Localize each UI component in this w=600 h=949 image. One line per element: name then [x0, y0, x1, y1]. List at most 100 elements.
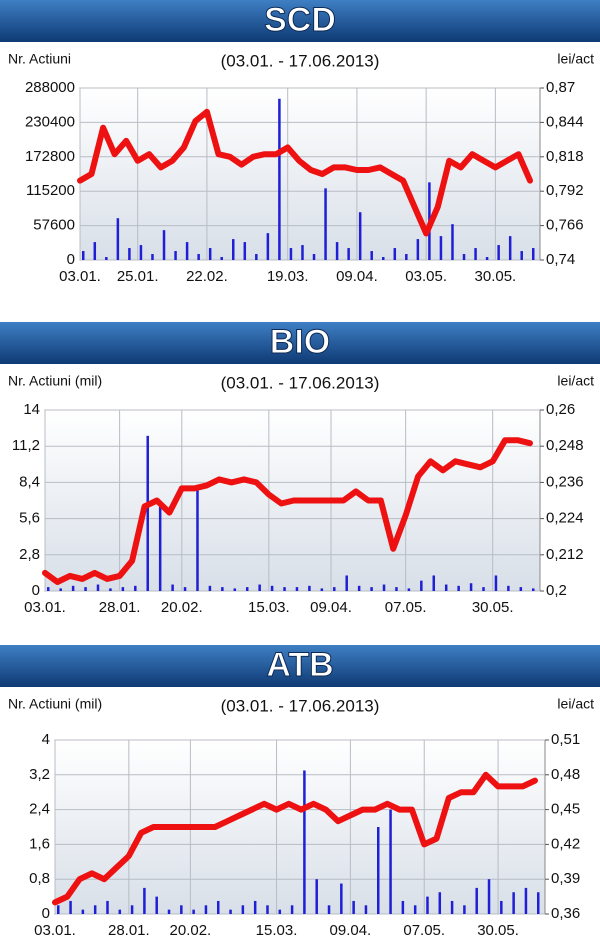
- y2-tick-label: 0,844: [546, 113, 584, 130]
- volume-bar: [96, 584, 100, 591]
- volume-bar: [507, 585, 510, 591]
- volume-bar: [432, 575, 436, 591]
- volume-bar: [532, 248, 535, 260]
- volume-bar: [71, 585, 75, 591]
- volume-bar: [47, 587, 50, 591]
- header-bar: [0, 645, 600, 687]
- volume-bar: [451, 224, 454, 260]
- volume-bar: [196, 487, 199, 591]
- volume-bar: [312, 254, 316, 260]
- volume-bar: [266, 233, 270, 260]
- volume-bar: [340, 883, 343, 914]
- volume-bar: [364, 905, 368, 914]
- volume-bar: [494, 575, 498, 591]
- volume-bar: [524, 887, 528, 914]
- volume-bar: [512, 892, 515, 914]
- volume-bar: [462, 254, 466, 260]
- volume-bar: [482, 587, 485, 591]
- price-line: [42, 437, 533, 585]
- y-tick-label: 3,2: [29, 766, 50, 783]
- volume-bar: [450, 900, 454, 914]
- volume-bar: [324, 188, 327, 260]
- volume-bar: [357, 585, 361, 591]
- volume-bar: [192, 909, 195, 914]
- volume-bar: [59, 588, 62, 591]
- volume-bar: [439, 236, 443, 260]
- y2-tick-label: 0,74: [546, 251, 575, 268]
- x-tick-label: 09.04.: [336, 268, 378, 285]
- volume-bar: [426, 896, 429, 914]
- y2-tick-label: 0,212: [546, 546, 584, 563]
- volume-bar: [69, 900, 72, 914]
- y2-tick-label: 0,39: [551, 870, 580, 887]
- y2-tick-label: 0,51: [551, 731, 580, 748]
- y2-tick-label: 0,45: [551, 801, 580, 818]
- x-tick-label: 09.04.: [310, 599, 352, 616]
- y-tick-label: 2,4: [29, 801, 50, 818]
- y2-axis-label: lei/act: [557, 51, 594, 67]
- x-tick-label: 07.05.: [385, 599, 427, 616]
- volume-bar: [382, 257, 385, 260]
- x-tick-label: 20.02.: [161, 599, 203, 616]
- y2-tick-label: 0,36: [551, 905, 580, 922]
- x-tick-label: 30.05.: [477, 922, 519, 939]
- chart-title: BIO: [270, 323, 330, 361]
- y-tick-label: 288000: [25, 79, 75, 96]
- volume-bar: [405, 254, 408, 260]
- volume-bar: [134, 585, 137, 591]
- volume-bar: [255, 254, 258, 260]
- y-tick-label: 0: [42, 905, 50, 922]
- volume-bar: [180, 905, 183, 914]
- volume-bar: [438, 892, 442, 914]
- y2-tick-label: 0,26: [546, 401, 575, 418]
- volume-bar: [290, 905, 294, 914]
- volume-bar: [121, 587, 125, 591]
- volume-bar: [57, 905, 60, 914]
- x-tick-label: 15.03.: [256, 922, 298, 939]
- x-tick-label: 30.05.: [472, 599, 514, 616]
- volume-bar: [243, 242, 247, 260]
- volume-bar: [407, 588, 411, 591]
- volume-bar: [81, 909, 85, 914]
- volume-bar: [335, 242, 339, 260]
- volume-bar: [301, 245, 304, 260]
- x-tick-label: 25.01.: [117, 268, 159, 285]
- volume-bar: [128, 248, 131, 260]
- volume-bar: [253, 900, 257, 914]
- plot-area: [79, 87, 541, 261]
- y-tick-label: 0: [67, 251, 75, 268]
- volume-bar: [497, 245, 500, 260]
- y2-axis-label: lei/act: [557, 696, 594, 712]
- subtitle: (03.01. - 17.06.2013): [221, 373, 380, 392]
- volume-bar: [474, 248, 477, 260]
- volume-bar: [139, 245, 143, 260]
- y2-tick-label: 0,766: [546, 217, 584, 234]
- chart-title: SCD: [264, 1, 336, 39]
- volume-bar: [508, 236, 512, 260]
- volume-bar: [151, 254, 154, 260]
- volume-bar: [245, 587, 249, 591]
- volume-bar: [232, 239, 235, 260]
- volume-bar: [377, 827, 380, 914]
- y-tick-label: 0,8: [29, 870, 50, 887]
- y-tick-label: 172800: [25, 148, 75, 165]
- x-tick-label: 28.01.: [108, 922, 150, 939]
- y-tick-label: 57600: [33, 217, 75, 234]
- x-tick-label: 22.02.: [186, 268, 228, 285]
- x-tick-label: 07.05.: [403, 922, 445, 939]
- volume-bar: [401, 900, 405, 914]
- volume-bar: [220, 257, 223, 260]
- volume-bar: [93, 905, 97, 914]
- y-tick-label: 5,6: [19, 510, 40, 527]
- volume-bar: [183, 587, 187, 591]
- volume-bar: [278, 98, 281, 260]
- volume-bar: [174, 251, 177, 260]
- volume-bar: [469, 583, 473, 591]
- header-bar: [0, 322, 600, 364]
- y2-tick-label: 0,87: [546, 79, 575, 96]
- volume-bar: [345, 575, 348, 591]
- volume-bar: [229, 909, 232, 914]
- volume-bar: [303, 770, 306, 914]
- volume-bar: [382, 584, 386, 591]
